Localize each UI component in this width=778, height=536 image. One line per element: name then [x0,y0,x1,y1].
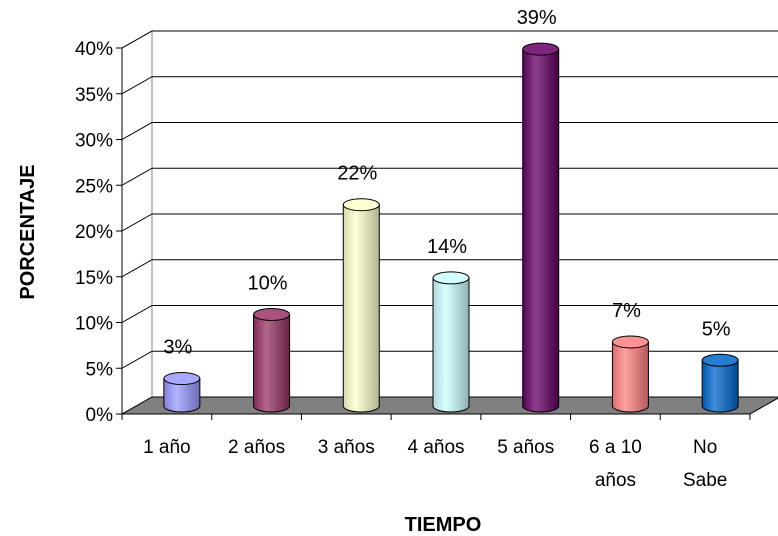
bar [342,198,380,413]
gridline [121,122,778,140]
x-tick-label: 1 año [143,437,191,458]
x-tick-label: No [693,437,717,458]
y-tick-label: 25% [75,176,113,197]
bars [163,42,739,413]
x-tick-label: 4 años [407,437,464,458]
x-tick-label: 2 años [228,437,285,458]
y-tick-label: 0% [86,405,114,426]
x-axis-title: TIEMPO [405,514,482,536]
gridline [121,259,778,278]
data-label: 14% [427,236,467,258]
y-tick-label: 20% [75,222,113,243]
gridline [121,76,778,95]
y-axis: 0% 5% 10% 15% 20% 25% 30% 35% 40% [75,39,123,426]
data-label: 22% [337,163,377,185]
chart-walls [121,30,778,415]
data-label: 3% [163,337,192,359]
data-labels: 3% 10% 22% 14% 39% 7% 5% [163,7,730,358]
bar [163,372,201,413]
x-tick-label: 6 a 10 [589,437,642,458]
y-tick-label: 5% [86,359,114,380]
bar [432,271,470,413]
data-label: 7% [612,300,641,322]
data-label: 10% [248,273,288,295]
gridline [121,30,778,49]
data-label: 39% [517,7,557,29]
gridline [121,213,778,232]
y-tick-label: 15% [75,268,113,289]
x-tick-label: 5 años [497,437,554,458]
gridline [121,305,778,323]
bar [253,308,291,413]
y-axis-title: PORCENTAJE [17,164,39,299]
data-label: 5% [702,318,731,340]
bar [701,353,739,413]
x-axis: 1 año 2 años 3 años 4 años 5 años 6 a 10 años N… [121,414,751,491]
y-tick-label: 40% [75,39,113,60]
bar [522,42,560,413]
x-tick-label: Sabe [683,470,727,491]
bar [611,335,649,413]
y-tick-label: 10% [75,314,113,335]
gridline [121,350,778,369]
y-tick-label: 30% [75,131,113,152]
y-tick-label: 35% [75,85,113,106]
x-tick-label: 3 años [318,437,375,458]
x-tick-label: años [595,470,636,491]
gridline [121,167,778,186]
